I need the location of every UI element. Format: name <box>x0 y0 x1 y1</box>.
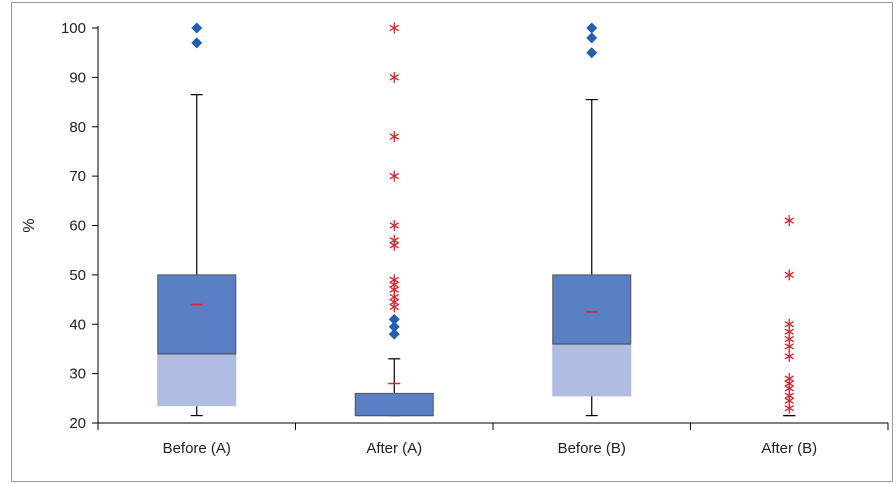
y-tick-label: 60 <box>69 218 86 235</box>
outlier-diamond <box>191 37 203 49</box>
y-tick-label: 80 <box>69 119 86 136</box>
y-axis-label: % <box>21 218 38 232</box>
outlier-star <box>389 274 399 286</box>
box-group <box>354 22 434 417</box>
y-tick-label: 20 <box>69 415 86 432</box>
outlier-diamond <box>586 22 598 34</box>
outlier-diamond <box>388 328 400 340</box>
outlier-star <box>784 350 794 362</box>
outlier-diamond <box>388 321 400 333</box>
outlier-star <box>389 71 399 83</box>
outlier-star <box>389 131 399 143</box>
y-tick-label: 90 <box>69 69 86 86</box>
box-group <box>783 215 796 417</box>
axes: 20 30 40 50 60 70 80 90 100 Before (A) After (A) Be… <box>61 20 889 457</box>
outlier-star <box>389 170 399 182</box>
y-tick-label: 50 <box>69 267 86 284</box>
outlier-diamond <box>586 47 598 59</box>
chart-frame: 20 30 40 50 60 70 80 90 100 Before (A) After (A) Be… <box>11 2 893 482</box>
box-upper <box>354 392 434 417</box>
outlier-star <box>784 215 794 227</box>
box-lower <box>552 343 632 397</box>
plot-area <box>157 22 796 417</box>
outlier-star <box>784 318 794 330</box>
y-tick-label: 70 <box>69 168 86 185</box>
x-tick-label: After (A) <box>366 440 422 457</box>
outlier-star <box>389 220 399 231</box>
outlier-star <box>389 22 399 34</box>
box-lower <box>157 353 237 407</box>
y-tick-label: 30 <box>69 366 86 383</box>
outlier-star <box>784 373 794 385</box>
x-tick-label: Before (B) <box>558 440 626 457</box>
outlier-diamond <box>191 22 203 34</box>
y-tick-label: 100 <box>61 20 86 37</box>
box-plot-chart: 20 30 40 50 60 70 80 90 100 Before (A) After (A) Be… <box>21 20 889 457</box>
x-tick-label: Before (A) <box>163 440 231 457</box>
box-upper <box>157 274 237 355</box>
box-upper <box>552 274 632 345</box>
box-group <box>552 22 632 417</box>
outlier-star <box>389 234 399 246</box>
outlier-diamond <box>586 32 598 44</box>
outlier-star <box>784 269 794 281</box>
x-tick-label: After (B) <box>761 440 817 457</box>
outlier-diamond <box>388 313 400 325</box>
y-tick-label: 40 <box>69 316 86 333</box>
box-group <box>157 22 237 417</box>
